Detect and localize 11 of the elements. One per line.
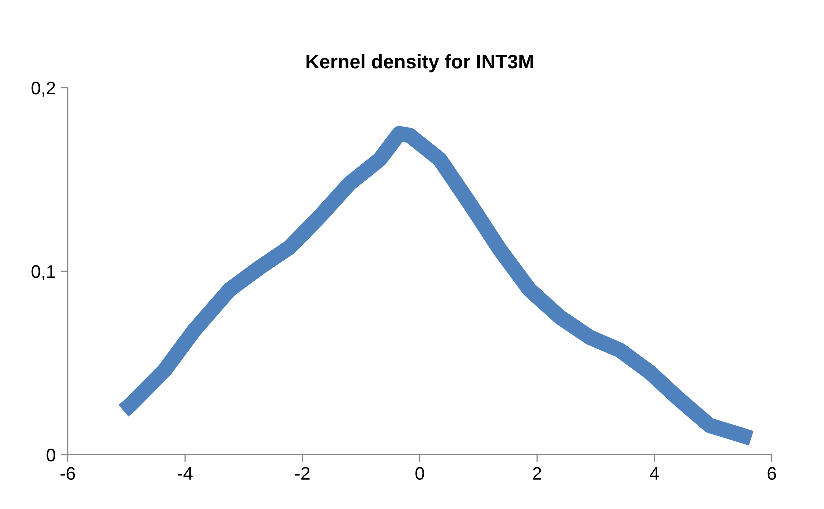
- y-tick-label: 0: [46, 448, 56, 462]
- y-tick-label: 0,2: [32, 82, 56, 97]
- x-tick-label: 0: [416, 467, 424, 480]
- x-tick-label: 2: [533, 467, 542, 480]
- x-tick-label: -2: [295, 467, 310, 480]
- x-tick-label: -4: [178, 467, 193, 480]
- x-tick-label: 6: [768, 467, 776, 480]
- x-tick-label: 4: [650, 467, 660, 480]
- x-tick-label: -6: [60, 467, 76, 480]
- y-tick-label: 0,1: [32, 265, 56, 280]
- chart-title: Kernel density for INT3M: [306, 54, 534, 73]
